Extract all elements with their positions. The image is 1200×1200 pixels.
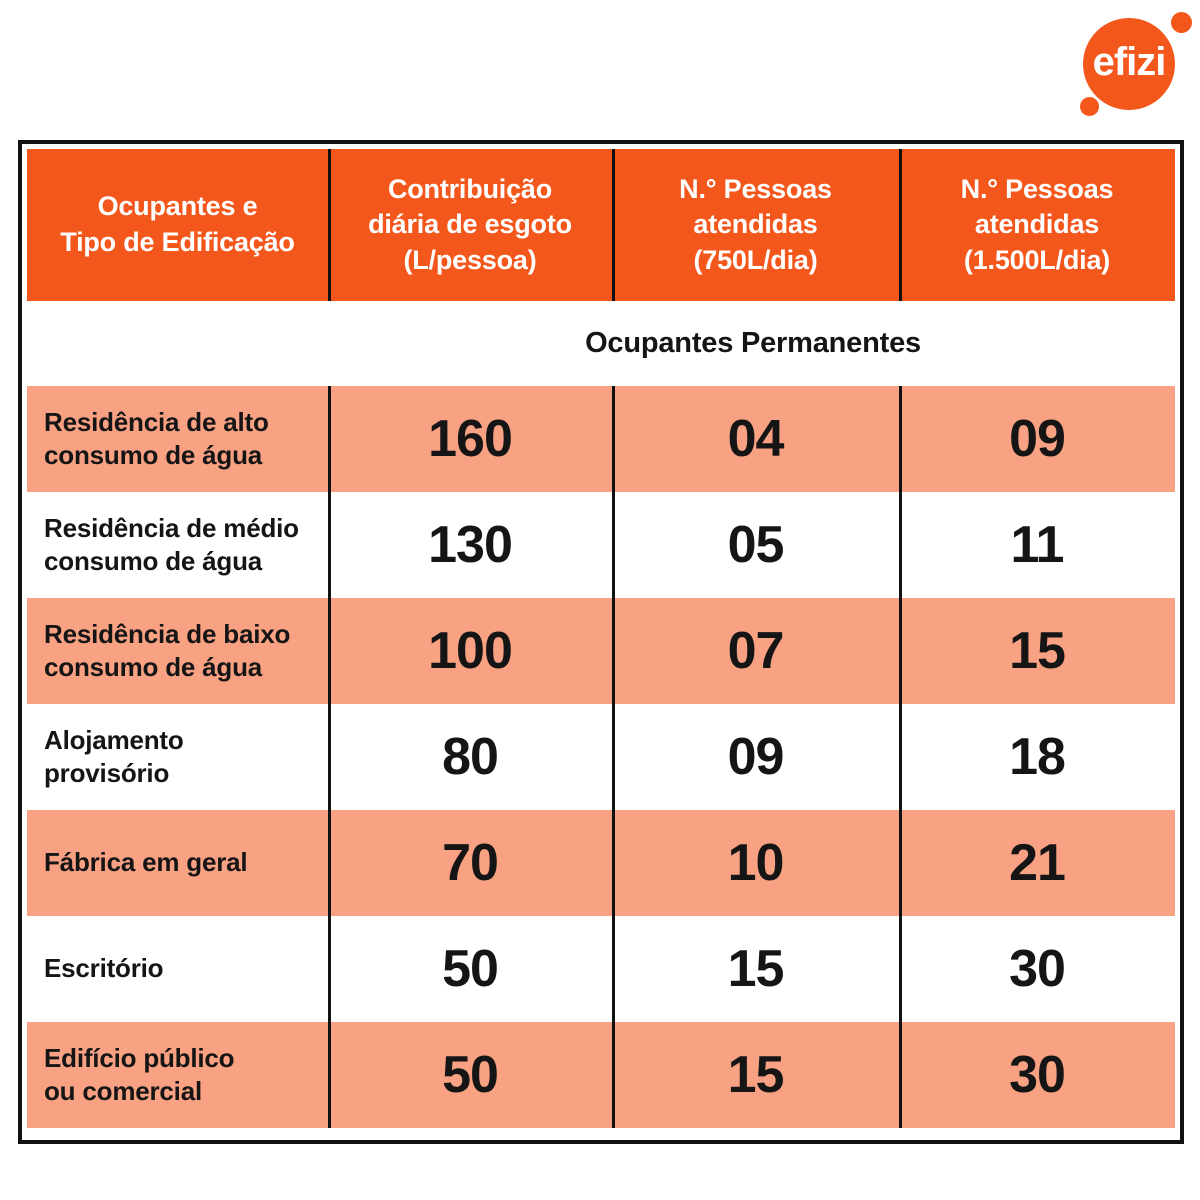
column-divider [899, 386, 902, 1128]
served-750-value: 07 [612, 598, 899, 704]
logo-text: efizi [1092, 40, 1167, 84]
contribution-value: 50 [328, 916, 612, 1022]
served-1500-value: 11 [899, 492, 1175, 598]
column-divider [328, 149, 331, 301]
contribution-value: 100 [328, 598, 612, 704]
row-label: Edifício público ou comercial [27, 1022, 328, 1128]
section-title: Ocupantes Permanentes [585, 327, 921, 359]
contribution-value: 80 [328, 704, 612, 810]
table-body: Residência de alto consumo de água 160 04 0… [27, 386, 1175, 1128]
contribution-value: 70 [328, 810, 612, 916]
row-label: Escritório [27, 916, 328, 1022]
logo-dot-bottom-left-icon [1080, 97, 1099, 116]
efizi-logo: efizi [1060, 0, 1200, 130]
header-people-1500: N.° Pessoas atendidas (1.500L/dia) [899, 149, 1175, 301]
served-1500-value: 09 [899, 386, 1175, 492]
contribution-value: 160 [328, 386, 612, 492]
header-occupants-type: Ocupantes e Tipo de Edificação [27, 149, 328, 301]
logo-dot-top-right-icon [1171, 12, 1192, 33]
contribution-value: 130 [328, 492, 612, 598]
served-750-value: 10 [612, 810, 899, 916]
header-people-750: N.° Pessoas atendidas (750L/dia) [612, 149, 899, 301]
section-spacer [27, 301, 331, 386]
row-label: Fábrica em geral [27, 810, 328, 916]
column-divider [612, 386, 615, 1128]
table-row: Escritório 50 15 30 [27, 916, 1175, 1022]
table-row: Edifício público ou comercial 50 15 30 [27, 1022, 1175, 1128]
row-label: Alojamento provisório [27, 704, 328, 810]
row-label: Residência de médio consumo de água [27, 492, 328, 598]
served-1500-value: 15 [899, 598, 1175, 704]
contribution-value: 50 [328, 1022, 612, 1128]
served-1500-value: 30 [899, 1022, 1175, 1128]
column-divider [328, 386, 331, 1128]
logo-circle-icon: efizi [1083, 18, 1175, 110]
served-1500-value: 30 [899, 916, 1175, 1022]
served-750-value: 09 [612, 704, 899, 810]
column-divider [899, 149, 902, 301]
table-row: Residência de médio consumo de água 130 05… [27, 492, 1175, 598]
header-daily-contribution: Contribuição diária de esgoto (L/pessoa) [328, 149, 612, 301]
column-divider [612, 149, 615, 301]
table-row: Residência de alto consumo de água 160 04 0… [27, 386, 1175, 492]
table-row: Fábrica em geral 70 10 21 [27, 810, 1175, 916]
served-1500-value: 21 [899, 810, 1175, 916]
table-header-row: Ocupantes e Tipo de Edificação Contribui… [27, 149, 1175, 301]
table-row: Alojamento provisório 80 09 18 [27, 704, 1175, 810]
served-750-value: 04 [612, 386, 899, 492]
served-1500-value: 18 [899, 704, 1175, 810]
section-row: Ocupantes Permanentes [27, 301, 1175, 386]
served-750-value: 05 [612, 492, 899, 598]
row-label: Residência de baixo consumo de água [27, 598, 328, 704]
table-row: Residência de baixo consumo de água 100 07… [27, 598, 1175, 704]
served-750-value: 15 [612, 916, 899, 1022]
sewage-contribution-table: Ocupantes e Tipo de Edificação Contribui… [18, 140, 1184, 1144]
served-750-value: 15 [612, 1022, 899, 1128]
row-label: Residência de alto consumo de água [27, 386, 328, 492]
